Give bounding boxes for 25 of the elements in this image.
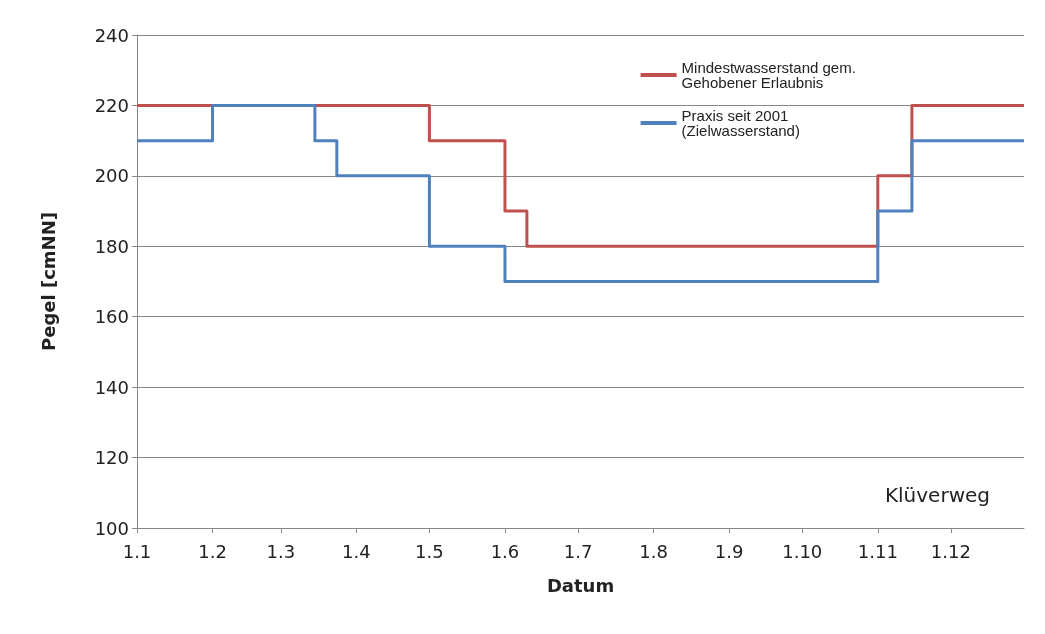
annotation: Klüverweg <box>884 483 991 507</box>
x-tick-label: 1.2 <box>198 540 227 562</box>
x-tick-label: 1.10 <box>782 540 823 562</box>
x-tick-label: 1.9 <box>714 540 744 562</box>
x-tick-label: 1.4 <box>341 540 371 562</box>
x-axis-title: Datum <box>546 574 615 596</box>
y-tick-label: 120 <box>94 447 129 469</box>
x-tick-label: 1.12 <box>930 540 971 562</box>
x-tick-label: 1.7 <box>563 540 593 562</box>
x-tick-label: 1.3 <box>266 540 296 562</box>
y-tick-label: 240 <box>94 24 129 46</box>
y-tick-label: 180 <box>94 235 129 257</box>
y-tick-label: 140 <box>94 376 129 398</box>
x-tick-label: 1.5 <box>415 540 444 562</box>
x-tick-label: 1.8 <box>639 540 668 562</box>
y-tick-label: 200 <box>94 165 129 187</box>
x-tick-label: 1.1 <box>122 540 152 562</box>
x-tick-label: 1.11 <box>857 540 898 562</box>
x-tick-label: 1.6 <box>490 540 520 562</box>
y-axis-title: Pegel [cmNN] <box>37 212 59 351</box>
y-tick-label: 100 <box>94 517 129 539</box>
y-tick-label: 220 <box>94 94 129 116</box>
y-tick-label: 160 <box>94 306 129 328</box>
legend-label: Praxis seit 2001 (Zielwasserstand) <box>681 107 800 139</box>
legend-label: Mindestwasserstand gem. Gehobener Erlaubnis <box>681 59 861 91</box>
